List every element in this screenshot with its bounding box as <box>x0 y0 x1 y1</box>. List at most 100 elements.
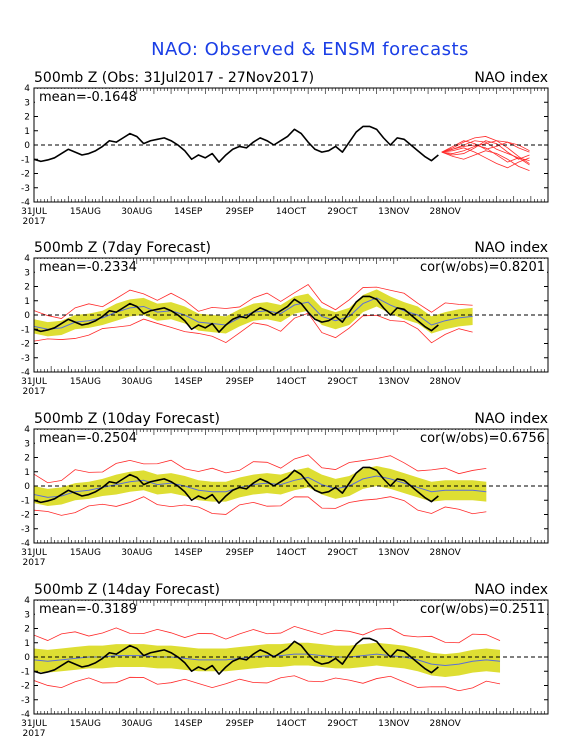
x-tick-label: 14SEP <box>174 377 203 387</box>
y-tick-label: 2 <box>24 454 30 464</box>
y-tick-label: 1 <box>24 468 30 478</box>
y-tick-label: 0 <box>24 482 30 492</box>
forecast-member <box>441 150 530 172</box>
y-tick-label: -1 <box>21 496 30 506</box>
panel-2: 500mb Z (7day Forecast) NAO index 4 3 2 1 0 -1 -… <box>21 240 549 397</box>
envelope-lower <box>34 496 487 516</box>
y-tick-label: 1 <box>24 127 30 137</box>
y-tick-label: -2 <box>21 682 30 692</box>
envelope-lower <box>34 312 473 344</box>
figure-title: NAO: Observed & ENSM forecasts <box>151 39 469 60</box>
x-tick-label: 29SEP <box>225 719 254 729</box>
x-tick-label: 14SEP <box>174 719 203 729</box>
x-year-label: 2017 <box>23 387 46 397</box>
y-tick-label: 2 <box>24 113 30 123</box>
x-tick-label: 15AUG <box>70 719 101 729</box>
x-tick-label: 28NOV <box>430 548 462 558</box>
x-year-label: 2017 <box>23 729 46 739</box>
forecast-member <box>441 144 530 166</box>
x-tick-label: 30AUG <box>121 377 152 387</box>
mean-label: mean=-0.1648 <box>39 90 137 105</box>
spread-band <box>34 642 501 677</box>
x-tick-label: 15AUG <box>70 207 101 217</box>
x-tick-label: 14SEP <box>174 548 203 558</box>
panel-3: 500mb Z (10day Forecast) NAO index 4 3 2 1 0 -1… <box>21 411 549 568</box>
x-tick-label: 30AUG <box>121 548 152 558</box>
x-tick-label: 31JUL <box>21 548 47 558</box>
y-tick-label: 2 <box>24 283 30 293</box>
x-tick-label: 29OCT <box>327 377 358 387</box>
y-tick-label: -2 <box>21 511 30 521</box>
correlation-label: cor(w/obs)=0.8201 <box>420 260 545 275</box>
observed-line <box>34 637 439 675</box>
x-tick-label: 15AUG <box>70 377 101 387</box>
y-tick-label: -3 <box>21 354 30 364</box>
x-tick-label: 29SEP <box>225 207 254 217</box>
forecast-member <box>441 136 530 164</box>
panel-index-label: NAO index <box>474 582 548 598</box>
x-tick-label: 13NOV <box>378 207 410 217</box>
x-tick-label: 29SEP <box>225 548 254 558</box>
y-tick-label: -1 <box>21 325 30 335</box>
y-tick-label: -2 <box>21 170 30 180</box>
panel-data <box>34 283 473 344</box>
panel-1: 500mb Z (Obs: 31Jul2017 - 27Nov2017) NAO … <box>21 70 549 227</box>
panel-data <box>34 454 487 516</box>
forecast-member <box>441 140 530 154</box>
envelope-upper <box>34 454 487 484</box>
x-tick-label: 13NOV <box>378 719 410 729</box>
x-tick-label: 14OCT <box>276 548 307 558</box>
y-tick-label: -4 <box>21 198 30 208</box>
y-tick-label: 0 <box>24 311 30 321</box>
y-tick-label: 3 <box>24 439 30 449</box>
ensemble-mean-line <box>34 653 501 667</box>
y-tick-label: 4 <box>24 596 30 606</box>
x-tick-label: 14SEP <box>174 207 203 217</box>
panel-title: 500mb Z (7day Forecast) <box>34 240 211 256</box>
x-tick-label: 29SEP <box>225 377 254 387</box>
x-tick-label: 29OCT <box>327 548 358 558</box>
x-tick-label: 31JUL <box>21 207 47 217</box>
x-tick-label: 13NOV <box>378 377 410 387</box>
x-tick-label: 14OCT <box>276 377 307 387</box>
y-tick-label: -3 <box>21 184 30 194</box>
envelope-upper <box>34 625 501 644</box>
observed-line <box>34 125 439 163</box>
panel-title: 500mb Z (14day Forecast) <box>34 582 220 598</box>
panel-data <box>34 625 501 692</box>
y-tick-label: 2 <box>24 625 30 635</box>
panel-title: 500mb Z (Obs: 31Jul2017 - 27Nov2017) <box>34 70 314 86</box>
correlation-label: cor(w/obs)=0.2511 <box>420 602 545 617</box>
y-tick-label: 4 <box>24 254 30 264</box>
y-tick-label: 1 <box>24 297 30 307</box>
x-tick-label: 13NOV <box>378 548 410 558</box>
x-tick-label: 30AUG <box>121 207 152 217</box>
envelope-upper <box>34 283 473 319</box>
x-tick-label: 31JUL <box>21 377 47 387</box>
x-tick-label: 14OCT <box>276 719 307 729</box>
y-tick-label: 0 <box>24 653 30 663</box>
y-tick-label: 3 <box>24 268 30 278</box>
y-tick-label: -4 <box>21 539 30 549</box>
x-tick-label: 28NOV <box>430 719 462 729</box>
y-tick-label: -4 <box>21 710 30 720</box>
observed-line <box>34 295 439 333</box>
forecast-member <box>441 140 530 160</box>
x-tick-label: 15AUG <box>70 548 101 558</box>
envelope-lower <box>34 675 501 692</box>
mean-label: mean=-0.2334 <box>39 260 137 275</box>
correlation-label: cor(w/obs)=0.6756 <box>420 431 545 446</box>
x-tick-label: 31JUL <box>21 719 47 729</box>
x-tick-label: 29OCT <box>327 719 358 729</box>
panel-title: 500mb Z (10day Forecast) <box>34 411 220 427</box>
x-tick-label: 28NOV <box>430 207 462 217</box>
panel-index-label: NAO index <box>474 70 548 86</box>
x-tick-label: 29OCT <box>327 207 358 217</box>
panels: 500mb Z (Obs: 31Jul2017 - 27Nov2017) NAO … <box>21 70 549 739</box>
x-tick-label: 30AUG <box>121 719 152 729</box>
y-tick-label: -3 <box>21 696 30 706</box>
y-tick-label: -2 <box>21 340 30 350</box>
panel-4: 500mb Z (14day Forecast) NAO index 4 3 2 1 0 -1… <box>21 582 549 739</box>
panel-index-label: NAO index <box>474 240 548 256</box>
